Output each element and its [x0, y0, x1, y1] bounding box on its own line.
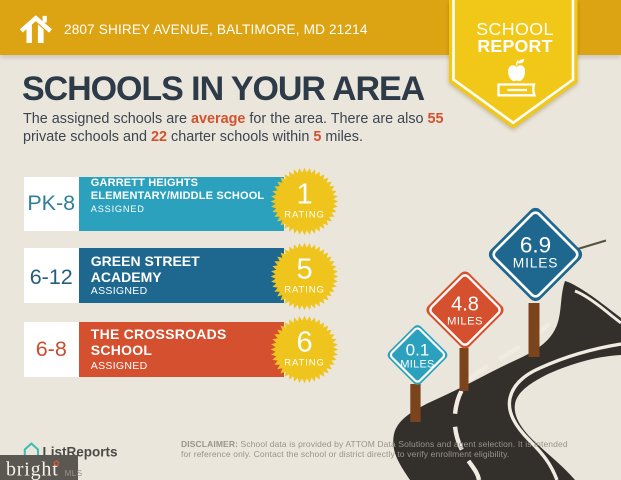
svg-text:SCHOOL: SCHOOL [476, 19, 554, 39]
svg-text:RATING: RATING [284, 285, 325, 296]
svg-text:6.9: 6.9 [520, 233, 551, 258]
svg-text:5: 5 [296, 254, 312, 286]
svg-text:RATING: RATING [284, 209, 325, 220]
svg-text:6: 6 [296, 327, 312, 359]
svg-text:MILES: MILES [513, 255, 558, 270]
svg-text:REPORT: REPORT [477, 36, 552, 56]
svg-text:MILES: MILES [400, 358, 434, 370]
svg-text:RATING: RATING [284, 358, 325, 369]
svg-text:4.8: 4.8 [451, 294, 479, 316]
svg-text:0.1: 0.1 [406, 340, 430, 359]
svg-text:1: 1 [296, 178, 312, 210]
svg-text:MILES: MILES [447, 315, 483, 327]
